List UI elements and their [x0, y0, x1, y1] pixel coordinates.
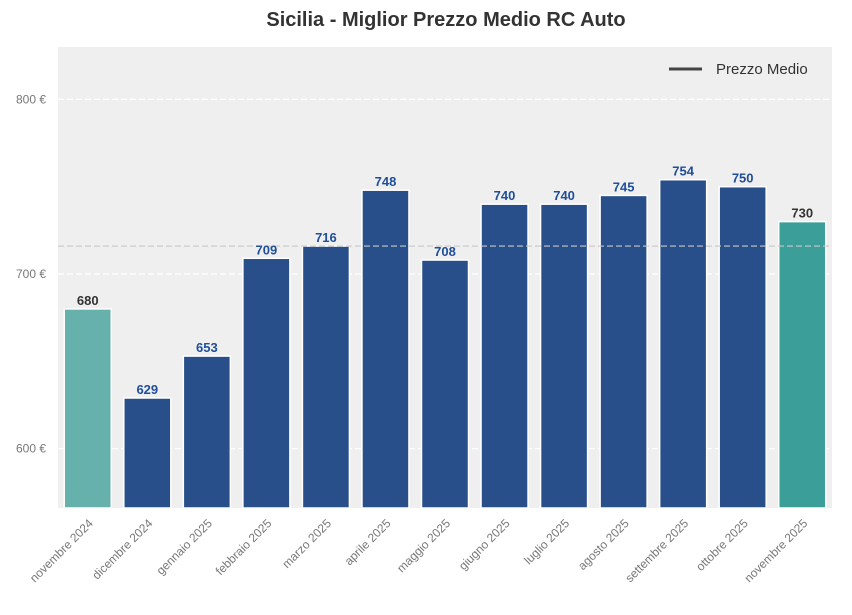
x-tick-label: marzo 2025: [279, 516, 334, 571]
bar-value-label: 653: [196, 340, 218, 355]
x-tick-label: febbraio 2025: [213, 516, 275, 578]
x-tick-label: novembre 2025: [741, 516, 810, 585]
bar: [777, 220, 827, 509]
bar: [718, 185, 767, 509]
bar: [658, 178, 708, 509]
bar: [182, 355, 232, 509]
chart-title: Sicilia - Miglior Prezzo Medio RC Auto: [266, 9, 625, 31]
x-tick-label: agosto 2025: [575, 516, 632, 573]
bar-value-label: 709: [256, 242, 278, 257]
bar-value-label: 680: [77, 293, 99, 308]
bar-value-label: 754: [672, 164, 694, 179]
x-tick-label: novembre 2024: [27, 516, 96, 585]
x-tick-label: gennaio 2025: [154, 516, 216, 578]
bar-value-label: 716: [315, 230, 337, 245]
bar: [301, 245, 351, 509]
x-tick-label: aprile 2025: [342, 516, 394, 568]
bar-value-label: 750: [732, 171, 754, 186]
x-tick-label: settembre 2025: [622, 516, 691, 585]
bar: [242, 257, 291, 509]
bar-value-label: 629: [136, 382, 158, 397]
x-tick-label: luglio 2025: [521, 516, 572, 567]
x-tick-label: giugno 2025: [456, 516, 513, 573]
bar: [361, 189, 410, 509]
legend-label: Prezzo Medio: [716, 61, 808, 78]
bar: [539, 203, 589, 509]
bar: [480, 203, 529, 509]
bar-value-label: 740: [494, 188, 516, 203]
x-tick-label: ottobre 2025: [693, 516, 751, 574]
bar-value-label: 740: [553, 188, 575, 203]
legend: Prezzo Medio: [669, 61, 808, 78]
bar: [63, 308, 113, 509]
bar-value-label: 708: [434, 244, 456, 259]
y-tick-label: 600 €: [16, 442, 46, 456]
bar-value-label: 730: [791, 206, 813, 221]
bar-value-label: 748: [375, 174, 397, 189]
x-tick-label: dicembre 2024: [89, 516, 155, 582]
y-tick-label: 800 €: [16, 92, 46, 106]
bar: [123, 397, 172, 509]
x-tick-label: maggio 2025: [394, 516, 453, 575]
y-tick-label: 700 €: [16, 267, 46, 281]
bar: [420, 259, 470, 509]
bar-value-label: 745: [613, 179, 635, 194]
bar: [599, 194, 648, 509]
